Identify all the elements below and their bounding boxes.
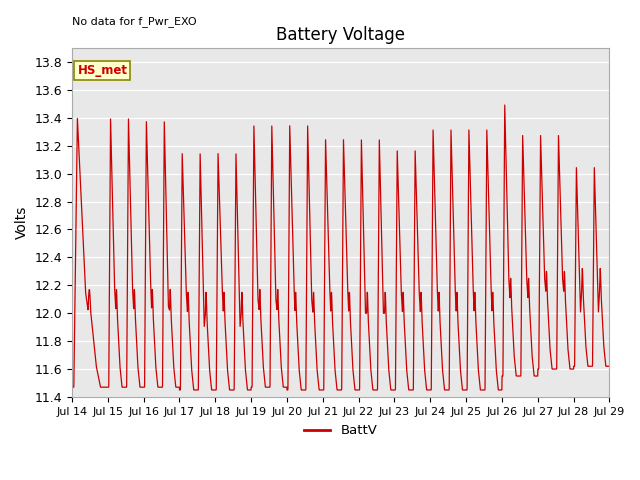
Y-axis label: Volts: Volts [15,206,29,239]
Text: No data for f_Pwr_EXO: No data for f_Pwr_EXO [72,16,196,27]
Legend: BattV: BattV [298,419,383,443]
Title: Battery Voltage: Battery Voltage [276,26,405,44]
Text: HS_met: HS_met [77,64,127,77]
